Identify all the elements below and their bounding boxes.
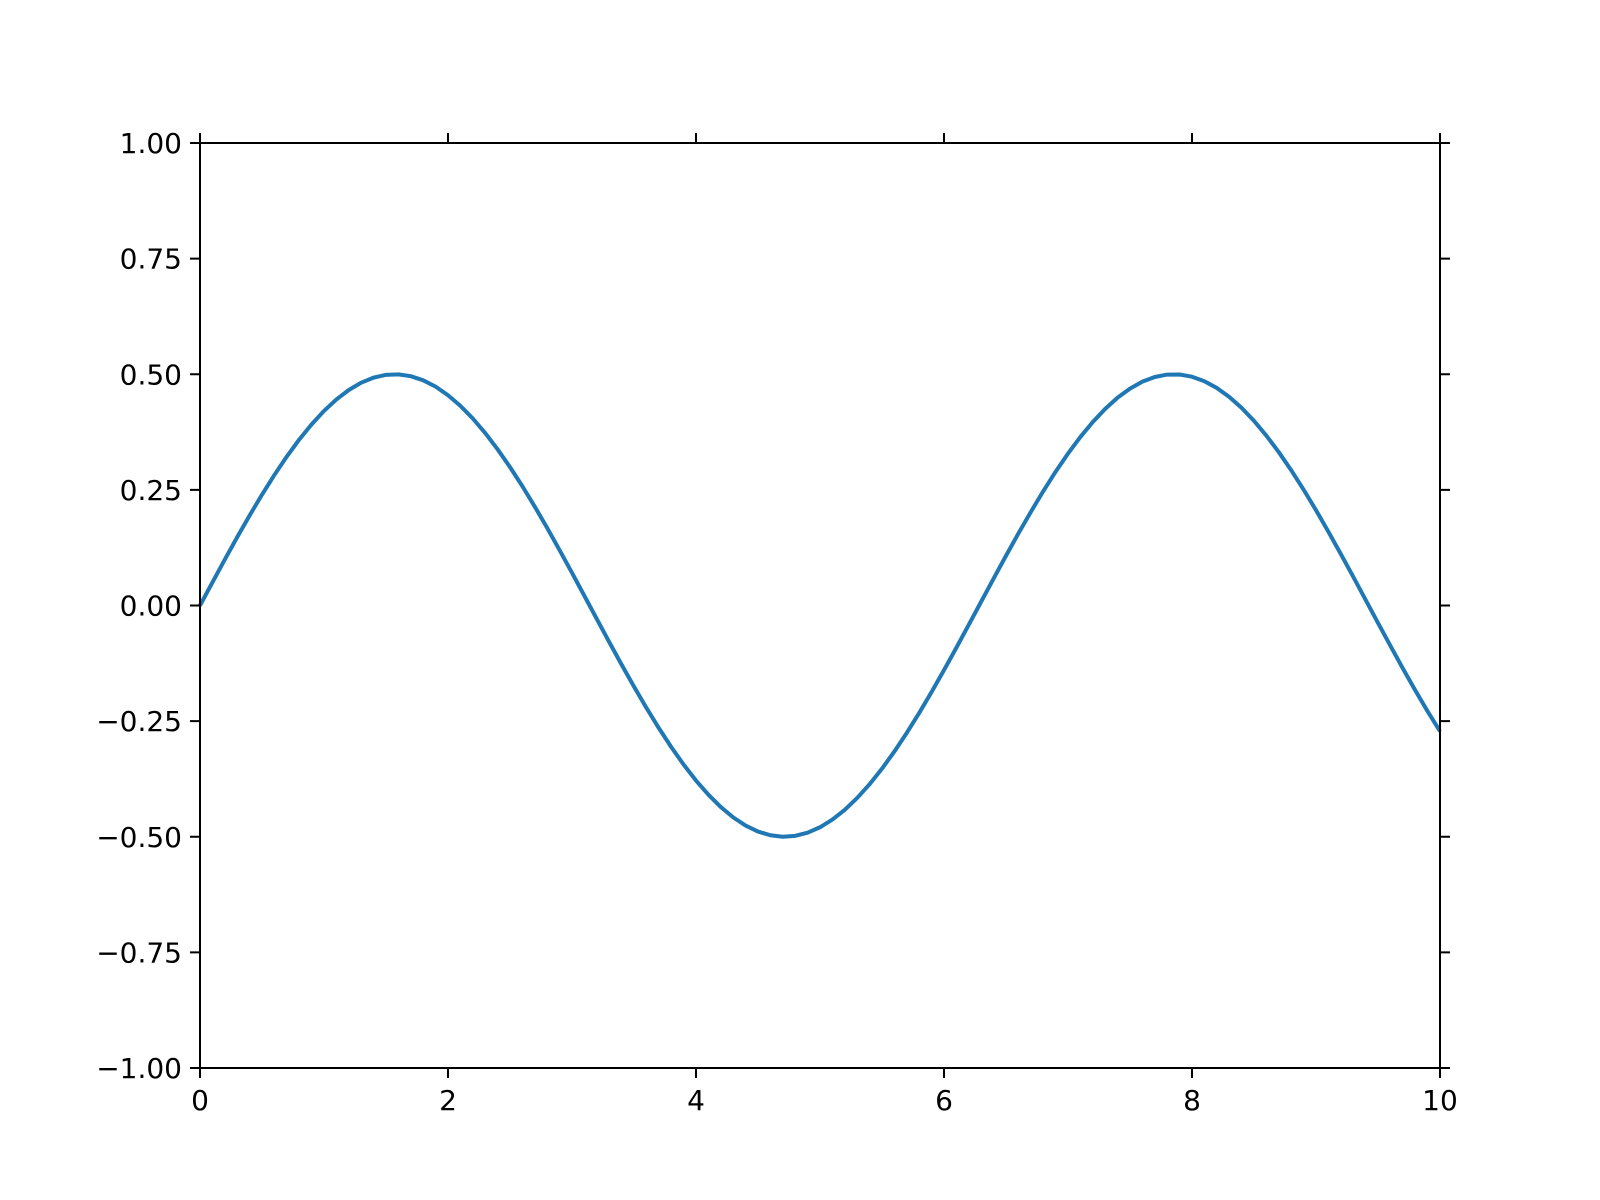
y-tick-label: −0.50 — [96, 821, 182, 854]
y-tick-label: 1.00 — [120, 127, 182, 160]
y-tick-labels: −1.00 −0.75 −0.50 −0.25 0.00 0.25 0.50 0.75 1.00 — [96, 127, 182, 1085]
y-tick-label: −0.75 — [96, 936, 182, 969]
plot-area — [200, 143, 1440, 1068]
x-tick-label: 10 — [1422, 1084, 1458, 1117]
y-tick-label: −1.00 — [96, 1052, 182, 1085]
x-tick-label: 8 — [1183, 1084, 1201, 1117]
axes-spines — [199, 142, 1441, 1069]
x-tick-label: 4 — [687, 1084, 705, 1117]
x-tick-labels: 0 2 4 6 8 10 — [191, 1084, 1458, 1117]
x-axis-ticks — [199, 133, 1441, 1078]
y-tick-label: −0.25 — [96, 705, 182, 738]
y-axis-ticks — [190, 142, 1450, 1069]
y-tick-label: 0.25 — [120, 474, 182, 507]
y-tick-label: 0.00 — [120, 590, 182, 623]
y-tick-label: 0.75 — [120, 243, 182, 276]
y-tick-label: 0.50 — [120, 358, 182, 391]
series-line-0-5-sin-x- — [198, 372, 1442, 839]
x-tick-label: 6 — [935, 1084, 953, 1117]
x-tick-label: 2 — [439, 1084, 457, 1117]
x-tick-label: 0 — [191, 1084, 209, 1117]
